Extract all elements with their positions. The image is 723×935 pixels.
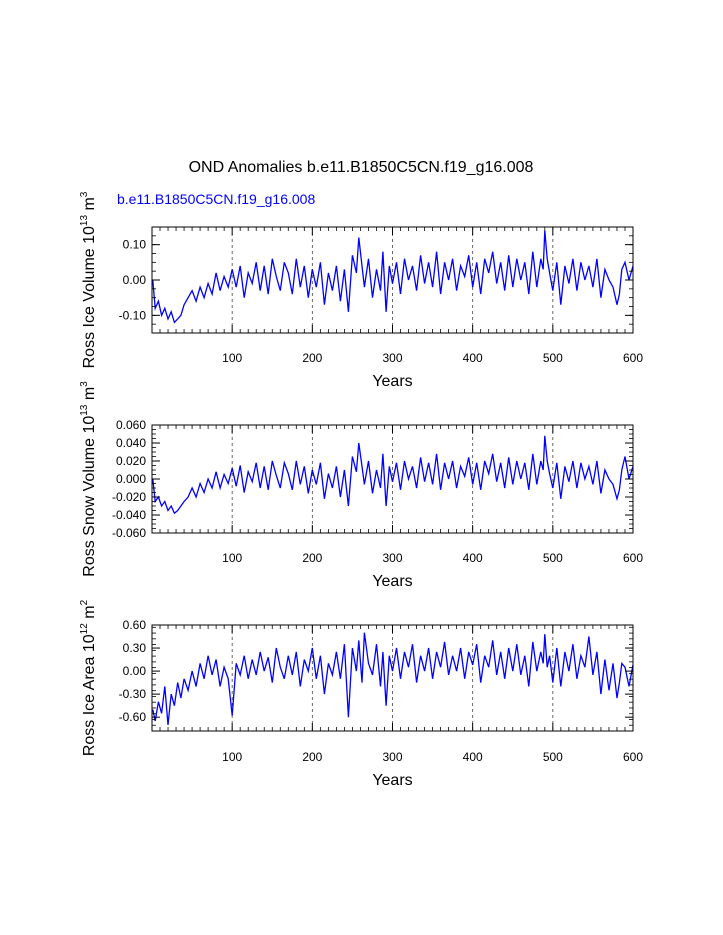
x-axis-label: Years bbox=[372, 772, 412, 789]
x-tick-label: 300 bbox=[382, 551, 402, 565]
y-tick-label: -0.30 bbox=[119, 687, 147, 701]
x-axis-label: Years bbox=[372, 573, 412, 590]
x-axis-label: Years bbox=[372, 373, 412, 390]
y-tick-label: -0.040 bbox=[112, 508, 146, 522]
y-tick-label: 0.00 bbox=[123, 273, 147, 287]
y-label-superscript: 13 bbox=[79, 215, 90, 227]
x-tick-label: 200 bbox=[302, 351, 322, 365]
y-tick-label: 0.020 bbox=[116, 454, 146, 468]
y-label-text: Ross Snow Volume 10 bbox=[81, 416, 98, 577]
x-tick-label: 600 bbox=[623, 750, 643, 764]
x-tick-label: 200 bbox=[302, 551, 322, 565]
data-line bbox=[152, 632, 634, 725]
y-tick-label: -0.10 bbox=[119, 308, 147, 322]
x-tick-label: 300 bbox=[382, 351, 402, 365]
x-tick-label: 600 bbox=[623, 351, 643, 365]
y-tick-label: -0.60 bbox=[119, 710, 147, 724]
x-tick-label: 400 bbox=[463, 750, 483, 764]
x-tick-label: 100 bbox=[222, 551, 242, 565]
y-label-text: Ross Ice Area 10 bbox=[81, 634, 98, 756]
y-label-superscript: 3 bbox=[79, 381, 90, 387]
x-tick-label: 400 bbox=[463, 551, 483, 565]
y-tick-label: 0.000 bbox=[116, 472, 146, 486]
x-tick-label: 500 bbox=[543, 351, 563, 365]
x-tick-label: 500 bbox=[543, 750, 563, 764]
y-tick-label: 0.060 bbox=[116, 418, 146, 432]
y-tick-label: 0.040 bbox=[116, 436, 146, 450]
y-tick-label: 0.10 bbox=[123, 238, 147, 252]
x-tick-label: 100 bbox=[222, 750, 242, 764]
panel-1: 100 200 300 400 500 600 -0.10 0.00 0.10 Years Ross… bbox=[79, 191, 643, 390]
figure-subtitle: b.e11.B1850C5CN.f19_g16.008 bbox=[117, 191, 315, 207]
y-axis-label: Ross Ice Area 1012 m2 bbox=[79, 599, 98, 756]
y-label-text: m bbox=[81, 197, 98, 215]
x-tick-label: 300 bbox=[382, 750, 402, 764]
y-tick-label: 0.60 bbox=[123, 618, 147, 632]
y-label-superscript: 12 bbox=[79, 623, 90, 635]
panel-3: 100 200 300 400 500 600 -0.60 -0.30 0.00 0.30 0.60… bbox=[79, 599, 643, 789]
data-line bbox=[152, 435, 634, 515]
x-tick-label: 200 bbox=[302, 750, 322, 764]
figure-title: OND Anomalies b.e11.B1850C5CN.f19_g16.00… bbox=[189, 159, 534, 176]
y-axis-label: Ross Ice Volume 1013 m3 bbox=[79, 191, 98, 368]
data-line bbox=[152, 230, 634, 324]
y-label-superscript: 3 bbox=[79, 191, 90, 197]
x-tick-label: 100 bbox=[222, 351, 242, 365]
x-tick-label: 600 bbox=[623, 551, 643, 565]
y-label-superscript: 2 bbox=[79, 599, 90, 605]
panel-2: 100 200 300 400 500 600 -0.060 -0.040 -0.020 0.00… bbox=[79, 381, 643, 590]
x-tick-label: 500 bbox=[543, 551, 563, 565]
x-tick-label: 400 bbox=[463, 351, 483, 365]
y-axis-label: Ross Snow Volume 1013 m3 bbox=[79, 381, 98, 577]
y-tick-label: -0.060 bbox=[112, 526, 146, 540]
y-label-text: m bbox=[81, 387, 98, 405]
y-label-text: Ross Ice Volume 10 bbox=[81, 226, 98, 368]
y-tick-label: 0.00 bbox=[123, 664, 147, 678]
y-tick-label: 0.30 bbox=[123, 641, 147, 655]
y-label-text: m bbox=[81, 605, 98, 623]
y-tick-label: -0.020 bbox=[112, 490, 146, 504]
y-label-superscript: 13 bbox=[79, 404, 90, 416]
